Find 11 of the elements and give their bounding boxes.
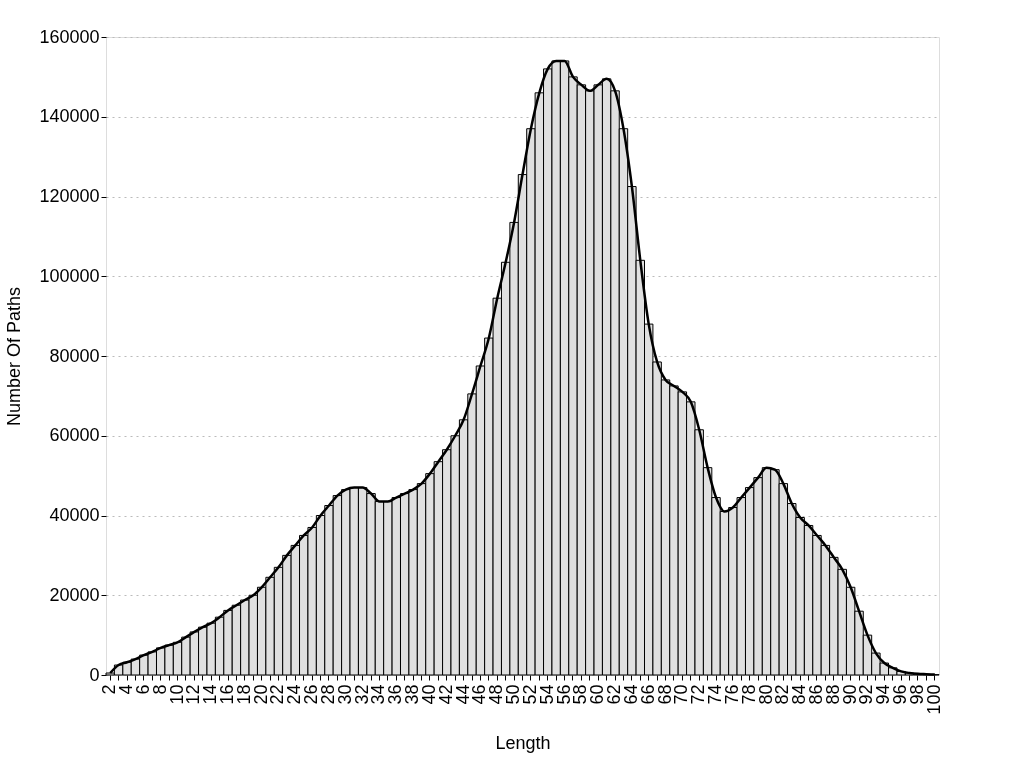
y-tick-label: 40000: [49, 505, 100, 525]
y-tick-label: 140000: [39, 106, 100, 127]
x-axis-title: Length: [495, 732, 551, 753]
y-tick-label: 160000: [39, 26, 100, 47]
y-tick-label: 20000: [49, 584, 100, 605]
y-axis-title: Number Of Paths: [4, 286, 25, 427]
y-tick-label: 80000: [49, 345, 100, 366]
y-tick-label: 100000: [39, 265, 100, 286]
y-tick-label: 120000: [39, 186, 100, 206]
y-tick-label: 60000: [49, 425, 100, 446]
y-tick-label: 0: [89, 664, 100, 685]
